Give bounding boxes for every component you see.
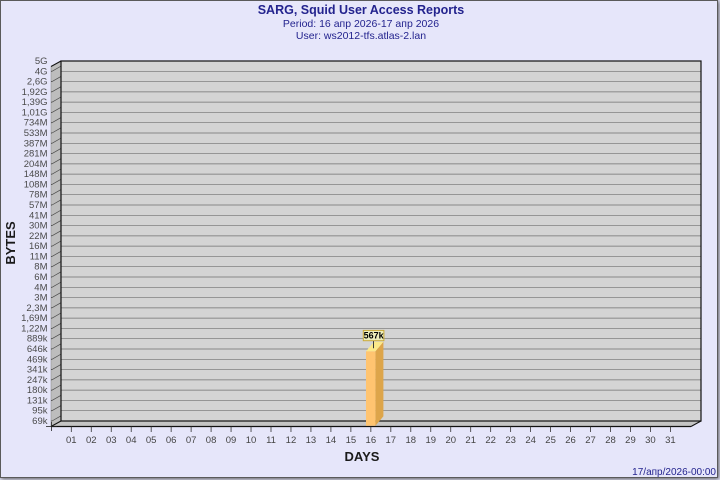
svg-text:25: 25 <box>545 435 556 446</box>
svg-text:05: 05 <box>146 435 157 446</box>
svg-text:02: 02 <box>86 435 97 446</box>
svg-text:567k: 567k <box>364 331 385 341</box>
svg-text:DAYS: DAYS <box>345 449 380 464</box>
svg-text:User: ws2012-tfs.atlas-2.lan: User: ws2012-tfs.atlas-2.lan <box>296 30 426 42</box>
svg-text:14: 14 <box>326 435 337 446</box>
svg-text:BYTES: BYTES <box>3 221 18 265</box>
svg-text:19: 19 <box>425 435 436 446</box>
svg-text:08: 08 <box>206 435 217 446</box>
svg-text:28: 28 <box>605 435 616 446</box>
svg-text:20: 20 <box>445 435 456 446</box>
svg-text:13: 13 <box>306 435 317 446</box>
svg-text:18: 18 <box>406 435 417 446</box>
svg-text:Period: 16 апр 2026-17 апр 202: Period: 16 апр 2026-17 апр 2026 <box>283 18 439 30</box>
svg-text:07: 07 <box>186 435 197 446</box>
svg-text:06: 06 <box>166 435 177 446</box>
svg-text:26: 26 <box>565 435 576 446</box>
svg-text:17/апр/2026-00:00: 17/апр/2026-00:00 <box>632 467 716 478</box>
svg-text:29: 29 <box>625 435 636 446</box>
svg-text:SARG, Squid User Access Report: SARG, Squid User Access Reports <box>258 3 465 17</box>
svg-text:17: 17 <box>386 435 397 446</box>
svg-text:69k: 69k <box>32 416 48 427</box>
svg-text:09: 09 <box>226 435 237 446</box>
svg-text:23: 23 <box>505 435 516 446</box>
svg-text:22: 22 <box>485 435 496 446</box>
svg-text:04: 04 <box>126 435 137 446</box>
svg-text:11: 11 <box>266 435 276 446</box>
svg-text:30: 30 <box>645 435 656 446</box>
svg-text:21: 21 <box>465 435 476 446</box>
svg-text:01: 01 <box>66 435 77 446</box>
svg-text:16: 16 <box>366 435 377 446</box>
svg-text:10: 10 <box>246 435 257 446</box>
svg-text:03: 03 <box>106 435 117 446</box>
svg-text:15: 15 <box>346 435 357 446</box>
svg-text:24: 24 <box>525 435 536 446</box>
svg-text:27: 27 <box>585 435 596 446</box>
svg-text:12: 12 <box>286 435 297 446</box>
svg-text:31: 31 <box>665 435 676 446</box>
